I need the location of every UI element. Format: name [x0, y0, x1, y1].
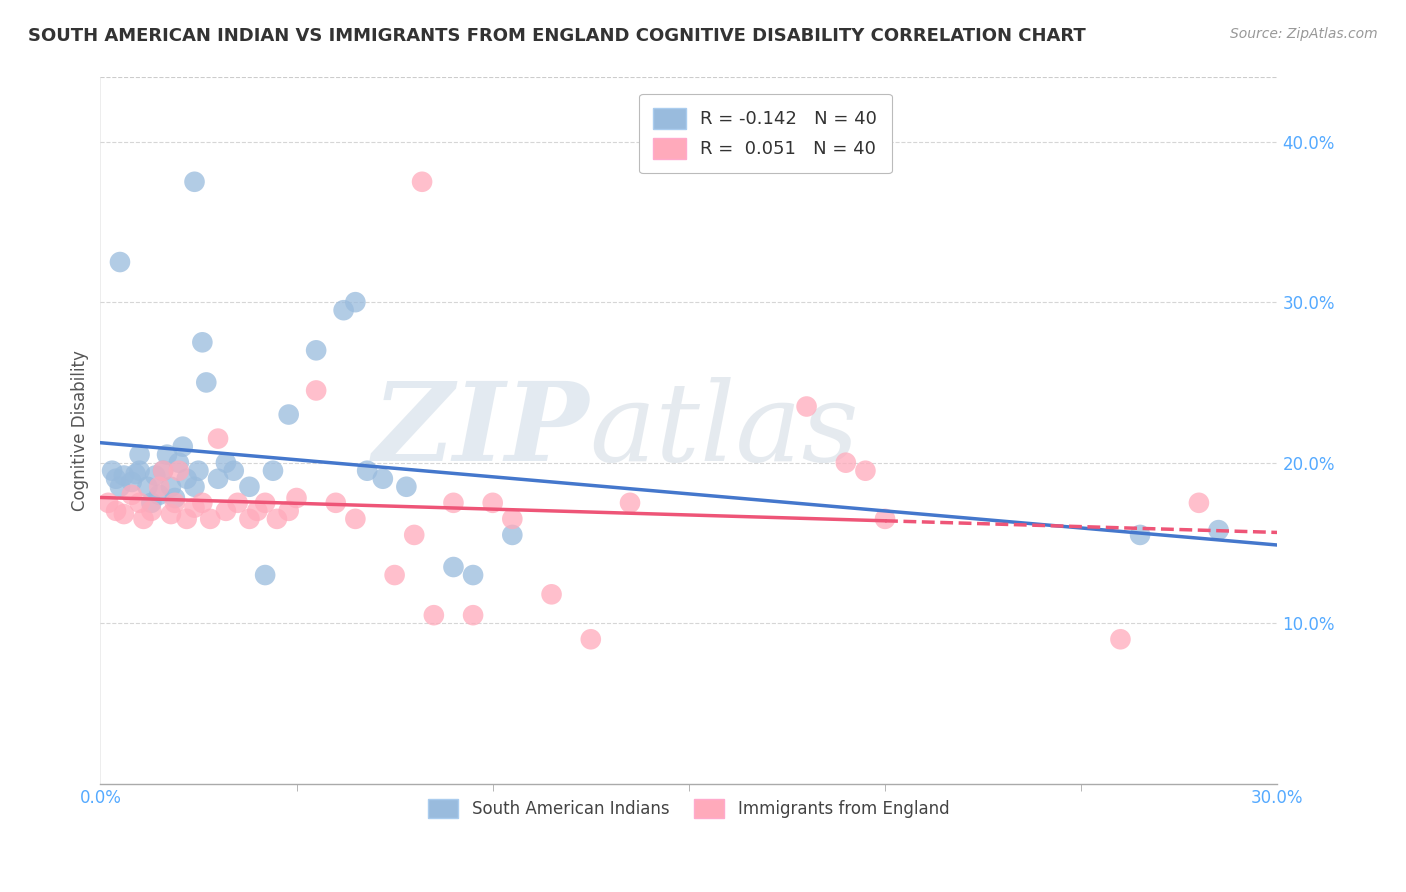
Point	[501, 512, 523, 526]
Point	[105, 504, 128, 518]
Point	[254, 496, 277, 510]
Point	[262, 464, 284, 478]
Point	[121, 475, 143, 489]
Point	[238, 512, 260, 526]
Point	[246, 504, 269, 518]
Point	[277, 504, 299, 518]
Point	[108, 255, 131, 269]
Point	[141, 496, 163, 510]
Point	[1109, 632, 1132, 647]
Point	[112, 468, 135, 483]
Point	[395, 480, 418, 494]
Point	[285, 491, 308, 505]
Point	[200, 512, 222, 526]
Point	[1188, 496, 1211, 510]
Point	[207, 472, 229, 486]
Point	[152, 464, 174, 478]
Point	[384, 568, 406, 582]
Point	[183, 500, 205, 515]
Point	[152, 464, 174, 478]
Point	[215, 504, 238, 518]
Point	[443, 496, 465, 510]
Point	[148, 488, 170, 502]
Point	[101, 464, 124, 478]
Point	[108, 480, 131, 494]
Point	[356, 464, 378, 478]
Point	[215, 456, 238, 470]
Point	[128, 496, 150, 510]
Point	[132, 512, 155, 526]
Point	[404, 528, 426, 542]
Point	[411, 175, 433, 189]
Point	[191, 335, 214, 350]
Text: atlas: atlas	[589, 376, 859, 484]
Legend: South American Indians, Immigrants from England: South American Indians, Immigrants from …	[422, 792, 956, 825]
Point	[183, 480, 205, 494]
Point	[207, 432, 229, 446]
Point	[266, 512, 288, 526]
Text: ZIP: ZIP	[373, 376, 589, 484]
Point	[124, 467, 146, 481]
Point	[461, 608, 484, 623]
Text: Source: ZipAtlas.com: Source: ZipAtlas.com	[1230, 27, 1378, 41]
Point	[163, 491, 186, 505]
Point	[222, 464, 245, 478]
Point	[148, 480, 170, 494]
Point	[160, 507, 183, 521]
Point	[501, 528, 523, 542]
Point	[167, 464, 190, 478]
Point	[481, 496, 503, 510]
Point	[873, 512, 896, 526]
Point	[136, 480, 159, 494]
Point	[325, 496, 347, 510]
Point	[423, 608, 446, 623]
Point	[112, 507, 135, 521]
Point	[143, 468, 166, 483]
Point	[277, 408, 299, 422]
Point	[332, 303, 354, 318]
Point	[160, 480, 183, 494]
Point	[305, 384, 328, 398]
Point	[195, 376, 218, 390]
Point	[156, 448, 179, 462]
Point	[238, 480, 260, 494]
Point	[172, 440, 194, 454]
Point	[855, 464, 877, 478]
Point	[371, 472, 394, 486]
Point	[443, 560, 465, 574]
Point	[835, 456, 858, 470]
Text: SOUTH AMERICAN INDIAN VS IMMIGRANTS FROM ENGLAND COGNITIVE DISABILITY CORRELATIO: SOUTH AMERICAN INDIAN VS IMMIGRANTS FROM…	[28, 27, 1085, 45]
Point	[305, 343, 328, 358]
Point	[183, 175, 205, 189]
Point	[176, 512, 198, 526]
Point	[226, 496, 249, 510]
Point	[254, 568, 277, 582]
Point	[105, 472, 128, 486]
Point	[176, 472, 198, 486]
Point	[796, 400, 818, 414]
Point	[128, 464, 150, 478]
Point	[128, 448, 150, 462]
Point	[344, 295, 367, 310]
Point	[141, 504, 163, 518]
Point	[97, 496, 120, 510]
Point	[1129, 528, 1152, 542]
Point	[187, 464, 209, 478]
Y-axis label: Cognitive Disability: Cognitive Disability	[72, 351, 89, 511]
Point	[121, 488, 143, 502]
Point	[191, 496, 214, 510]
Point	[344, 512, 367, 526]
Point	[579, 632, 602, 647]
Point	[163, 496, 186, 510]
Point	[540, 587, 562, 601]
Point	[167, 456, 190, 470]
Point	[1208, 523, 1230, 537]
Point	[619, 496, 641, 510]
Point	[461, 568, 484, 582]
